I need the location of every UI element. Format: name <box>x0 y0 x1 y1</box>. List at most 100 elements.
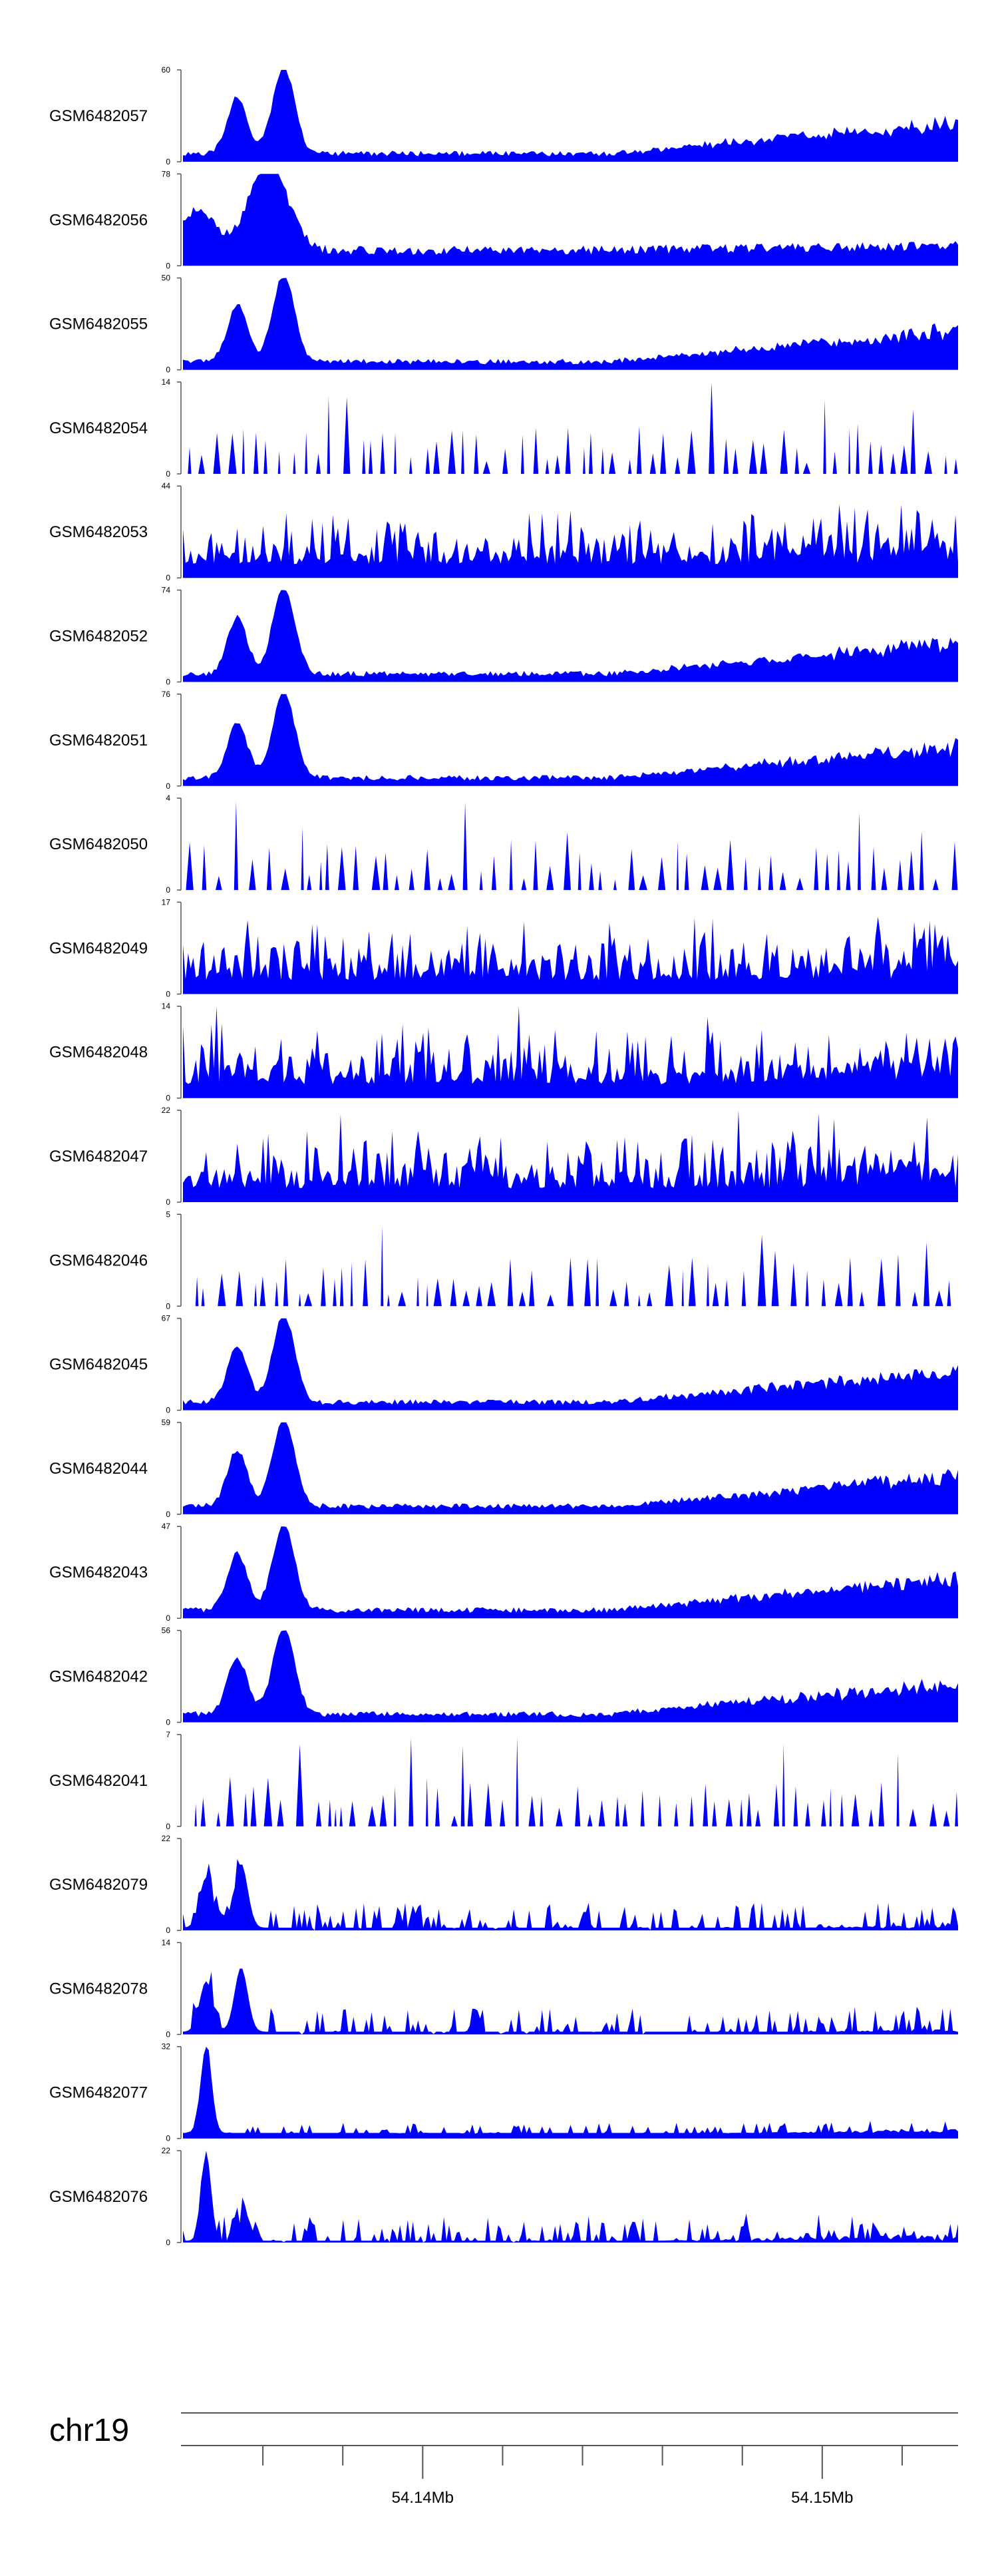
y-tick-label-min: 0 <box>166 781 170 791</box>
track-GSM6482047: GSM6482047 22 0 <box>49 1106 958 1207</box>
track-GSM6482042: GSM6482042 56 0 <box>49 1626 958 1727</box>
track-label: GSM6482078 <box>49 1980 148 1998</box>
y-tick-label-min: 0 <box>166 1926 170 1935</box>
coverage-area <box>183 917 958 994</box>
genome-axis-ticks: 54.14Mb 54.15Mb <box>262 2446 903 2507</box>
y-tick-label-min: 0 <box>166 1822 170 1831</box>
track-GSM6482055: GSM6482055 50 0 <box>49 274 958 375</box>
coverage-area <box>183 1318 958 1410</box>
coverage-area <box>183 1110 958 1202</box>
coverage-area <box>183 1226 958 1307</box>
y-tick-label-max: 5 <box>166 1209 170 1219</box>
track-label: GSM6482053 <box>49 523 148 541</box>
track-label: GSM6482048 <box>49 1044 148 1062</box>
track-GSM6482078: GSM6482078 14 0 <box>49 1938 958 2039</box>
track-label: GSM6482057 <box>49 107 148 125</box>
track-GSM6482049: GSM6482049 17 0 <box>49 897 958 998</box>
y-tick-label-min: 0 <box>166 1718 170 1727</box>
coverage-area <box>183 1006 958 1098</box>
track-GSM6482050: GSM6482050 4 0 <box>49 793 958 895</box>
y-tick-label-min: 0 <box>166 1406 170 1415</box>
y-tick-label-min: 0 <box>166 573 170 582</box>
coverage-area <box>183 1737 958 1826</box>
track-label: GSM6482042 <box>49 1668 148 1686</box>
track-label: GSM6482045 <box>49 1356 148 1374</box>
y-tick-label-max: 14 <box>162 1002 171 1011</box>
y-tick-label-max: 22 <box>162 2146 171 2155</box>
y-tick-label-max: 59 <box>162 1418 171 1427</box>
chromosome-label: chr19 <box>49 2413 129 2448</box>
coverage-area <box>183 2151 958 2243</box>
coverage-area <box>183 504 958 578</box>
y-tick-label-max: 22 <box>162 1834 171 1843</box>
y-tick-label-max: 44 <box>162 481 171 491</box>
coverage-area <box>183 2046 958 2139</box>
coverage-area <box>183 70 958 162</box>
y-tick-label-min: 0 <box>166 469 170 479</box>
coverage-area <box>183 1526 958 1619</box>
y-tick-label-max: 7 <box>166 1730 170 1739</box>
track-GSM6482079: GSM6482079 22 0 <box>49 1834 958 1935</box>
y-tick-label-max: 47 <box>162 1522 171 1531</box>
y-tick-label-max: 67 <box>162 1314 171 1323</box>
track-label: GSM6482052 <box>49 628 148 646</box>
y-tick-label-min: 0 <box>166 365 170 375</box>
coverage-area <box>183 382 958 474</box>
coverage-area <box>183 1422 958 1514</box>
track-GSM6482048: GSM6482048 14 0 <box>49 1002 958 1103</box>
coverage-area <box>183 1968 958 2035</box>
y-tick-label-min: 0 <box>166 989 170 998</box>
coverage-area <box>183 694 958 786</box>
y-tick-label-min: 0 <box>166 885 170 895</box>
y-tick-label-min: 0 <box>166 1197 170 1207</box>
track-GSM6482076: GSM6482076 22 0 <box>49 2146 958 2247</box>
track-GSM6482054: GSM6482054 14 0 <box>49 377 958 479</box>
track-label: GSM6482076 <box>49 2188 148 2206</box>
y-tick-label-min: 0 <box>166 1301 170 1311</box>
track-GSM6482045: GSM6482045 67 0 <box>49 1314 958 1415</box>
y-tick-label-min: 0 <box>166 2134 170 2143</box>
track-GSM6482057: GSM6482057 60 0 <box>49 65 958 166</box>
coverage-area <box>183 590 958 682</box>
y-tick-label-max: 60 <box>162 65 171 75</box>
track-GSM6482046: GSM6482046 5 0 <box>49 1209 958 1311</box>
y-tick-label-max: 22 <box>162 1106 171 1115</box>
y-tick-label-max: 76 <box>162 690 171 699</box>
y-tick-label-max: 14 <box>162 377 171 387</box>
y-tick-label-min: 0 <box>166 157 170 166</box>
coverage-area <box>183 174 958 266</box>
track-label: GSM6482054 <box>49 419 148 437</box>
coverage-area <box>183 278 958 370</box>
y-tick-label-max: 78 <box>162 169 171 178</box>
track-GSM6482077: GSM6482077 32 0 <box>49 2042 958 2143</box>
genome-axis: chr19 54.14Mb 54.15Mb <box>49 2412 958 2507</box>
y-tick-label-max: 56 <box>162 1626 171 1635</box>
track-GSM6482044: GSM6482044 59 0 <box>49 1418 958 1519</box>
y-tick-label-min: 0 <box>166 2238 170 2247</box>
track-GSM6482043: GSM6482043 47 0 <box>49 1522 958 1623</box>
track-label: GSM6482047 <box>49 1148 148 1166</box>
y-tick-label-min: 0 <box>166 2030 170 2039</box>
y-tick-label-max: 74 <box>162 586 171 595</box>
track-label: GSM6482056 <box>49 211 148 229</box>
track-GSM6482056: GSM6482056 78 0 <box>49 169 958 270</box>
track-label: GSM6482044 <box>49 1460 148 1478</box>
coverage-area <box>183 1859 958 1931</box>
track-label: GSM6482055 <box>49 316 148 333</box>
y-tick-label-min: 0 <box>166 261 170 270</box>
coverage-area <box>183 801 958 891</box>
y-tick-label-max: 4 <box>166 793 170 803</box>
genome-position-label: 54.14Mb <box>392 2489 454 2507</box>
track-GSM6482052: GSM6482052 74 0 <box>49 586 958 687</box>
track-label: GSM6482077 <box>49 2084 148 2102</box>
track-label: GSM6482079 <box>49 1876 148 1894</box>
track-label: GSM6482043 <box>49 1564 148 1582</box>
y-tick-label-min: 0 <box>166 1094 170 1103</box>
track-GSM6482053: GSM6482053 44 0 <box>49 481 958 582</box>
track-GSM6482041: GSM6482041 7 0 <box>49 1730 958 1831</box>
track-label: GSM6482051 <box>49 732 148 750</box>
coverage-tracks: GSM6482057600GSM6482056780GSM6482055500G… <box>49 65 958 2247</box>
track-label: GSM6482041 <box>49 1772 148 1790</box>
track-GSM6482051: GSM6482051 76 0 <box>49 690 958 791</box>
